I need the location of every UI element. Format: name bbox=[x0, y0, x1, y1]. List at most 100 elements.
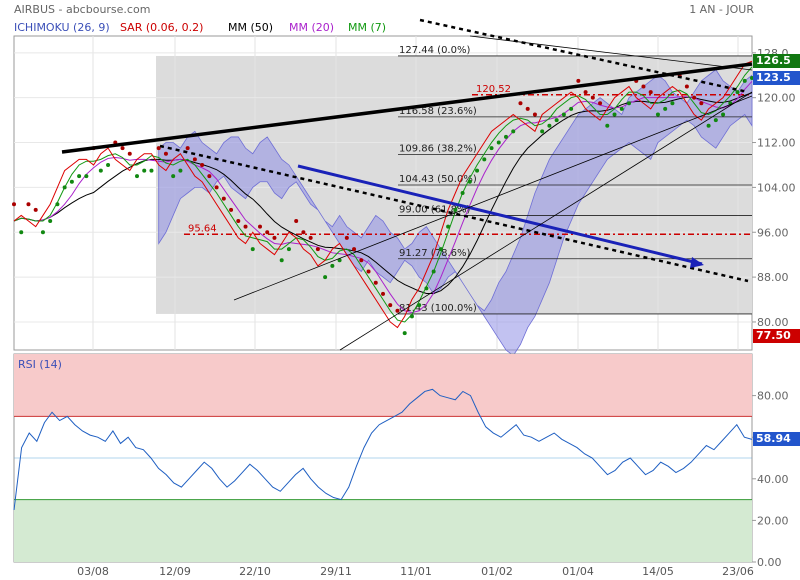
legend-item: MM (20) bbox=[289, 21, 335, 34]
sar-point bbox=[77, 174, 82, 179]
sar-point bbox=[504, 134, 508, 139]
sar-point bbox=[62, 185, 67, 190]
sar-point bbox=[424, 286, 429, 291]
sar-point bbox=[721, 112, 726, 117]
sar-point bbox=[301, 230, 306, 235]
sar-point bbox=[26, 202, 31, 207]
sar-point bbox=[598, 101, 603, 106]
overbought-zone bbox=[14, 354, 752, 417]
price-tag: 126.5 bbox=[753, 54, 800, 69]
y-tick-label: 104.00 bbox=[757, 181, 796, 194]
legend-item: SAR (0.06, 0.2) bbox=[120, 21, 204, 34]
forecast-arrow bbox=[297, 164, 703, 266]
sar-point bbox=[409, 314, 414, 319]
sar-point bbox=[48, 219, 53, 224]
sar-point bbox=[532, 112, 537, 117]
x-tick-label: 29/11 bbox=[320, 565, 352, 578]
mm7-line bbox=[13, 66, 753, 323]
sar-point bbox=[540, 129, 545, 134]
sar-point bbox=[655, 112, 660, 117]
y-tick-label: 88.00 bbox=[757, 271, 789, 284]
sar-point bbox=[171, 174, 176, 179]
sar-point bbox=[475, 168, 480, 173]
sar-point bbox=[706, 123, 711, 128]
price-tag: 123.5 bbox=[753, 71, 800, 86]
sar-point bbox=[185, 146, 190, 151]
sar-point bbox=[388, 303, 393, 308]
sar-point bbox=[294, 219, 299, 224]
sar-point bbox=[352, 247, 357, 252]
sar-point bbox=[569, 106, 574, 111]
x-tick-label: 11/01 bbox=[400, 565, 432, 578]
sar-point bbox=[323, 275, 328, 280]
sar-point bbox=[395, 308, 400, 313]
sar-point bbox=[12, 202, 16, 207]
x-tick-label: 01/04 bbox=[562, 565, 594, 578]
sar-point bbox=[648, 90, 653, 95]
sar-point bbox=[84, 174, 89, 179]
sar-point bbox=[258, 224, 262, 229]
sar-point bbox=[156, 146, 161, 151]
fibonacci-level-label: 120.52 bbox=[476, 84, 511, 95]
sar-point bbox=[713, 118, 718, 123]
fan-line bbox=[233, 95, 753, 301]
sar-point bbox=[250, 247, 255, 252]
sar-point bbox=[381, 291, 385, 296]
forecast-arrow-head bbox=[690, 257, 704, 268]
x-tick-label: 03/08 bbox=[77, 565, 109, 578]
sar-point bbox=[670, 101, 675, 106]
y-tick-label: 0.00 bbox=[757, 556, 782, 569]
period-label: 1 AN - JOUR bbox=[689, 3, 754, 16]
sar-point bbox=[279, 258, 284, 263]
sar-point bbox=[221, 196, 226, 201]
legend-item: MM (7) bbox=[348, 21, 387, 34]
fibonacci-level-label: 81.43 (100.0%) bbox=[399, 303, 477, 314]
sar-point bbox=[735, 90, 740, 95]
sar-point bbox=[511, 129, 516, 134]
fibonacci-level-label: 95.64 bbox=[188, 223, 217, 234]
fibonacci-level-label: 109.86 (38.2%) bbox=[399, 144, 477, 155]
sar-point bbox=[272, 235, 277, 240]
sar-point bbox=[135, 174, 139, 179]
sar-point bbox=[265, 230, 270, 235]
sar-point bbox=[446, 224, 451, 229]
x-tick-label: 23/06 bbox=[722, 565, 754, 578]
sar-point bbox=[663, 106, 668, 111]
sar-point bbox=[402, 331, 407, 336]
sar-point bbox=[344, 235, 349, 240]
oversold-zone bbox=[14, 499, 752, 562]
sar-point bbox=[417, 303, 422, 308]
sar-point bbox=[366, 269, 371, 274]
support-trendline bbox=[61, 62, 753, 154]
sar-point bbox=[373, 280, 378, 285]
price-tag: 77.50 bbox=[753, 328, 800, 343]
sar-point bbox=[518, 101, 523, 106]
sar-point bbox=[525, 106, 530, 111]
sar-point bbox=[98, 168, 103, 173]
fibonacci-level-label: 127.44 (0.0%) bbox=[399, 45, 470, 56]
price-line bbox=[13, 60, 753, 329]
y-tick-label: 80.00 bbox=[757, 390, 789, 403]
sar-point bbox=[576, 78, 581, 83]
sar-point bbox=[453, 207, 458, 212]
sar-point bbox=[489, 146, 494, 151]
sar-point bbox=[605, 123, 610, 128]
sar-point bbox=[106, 162, 111, 167]
sar-point bbox=[627, 101, 631, 106]
sar-point bbox=[19, 230, 24, 235]
sar-point bbox=[684, 84, 689, 89]
x-tick-label: 01/02 bbox=[481, 565, 513, 578]
sar-point bbox=[467, 179, 472, 184]
sar-point bbox=[286, 247, 291, 252]
rsi-line bbox=[13, 388, 753, 511]
fan-line bbox=[339, 91, 753, 351]
sar-point bbox=[142, 168, 147, 173]
sar-point bbox=[200, 162, 205, 167]
fibonacci-level-label: 104.43 (50.0%) bbox=[399, 174, 477, 185]
sar-point bbox=[583, 90, 588, 95]
x-tick-label: 12/09 bbox=[159, 565, 191, 578]
fibonacci-level-label: 91.27 (78.6%) bbox=[399, 248, 470, 259]
price-panel: 80.0088.0096.00104.00112.00120.00128.012… bbox=[12, 18, 796, 357]
sar-point bbox=[243, 224, 248, 229]
